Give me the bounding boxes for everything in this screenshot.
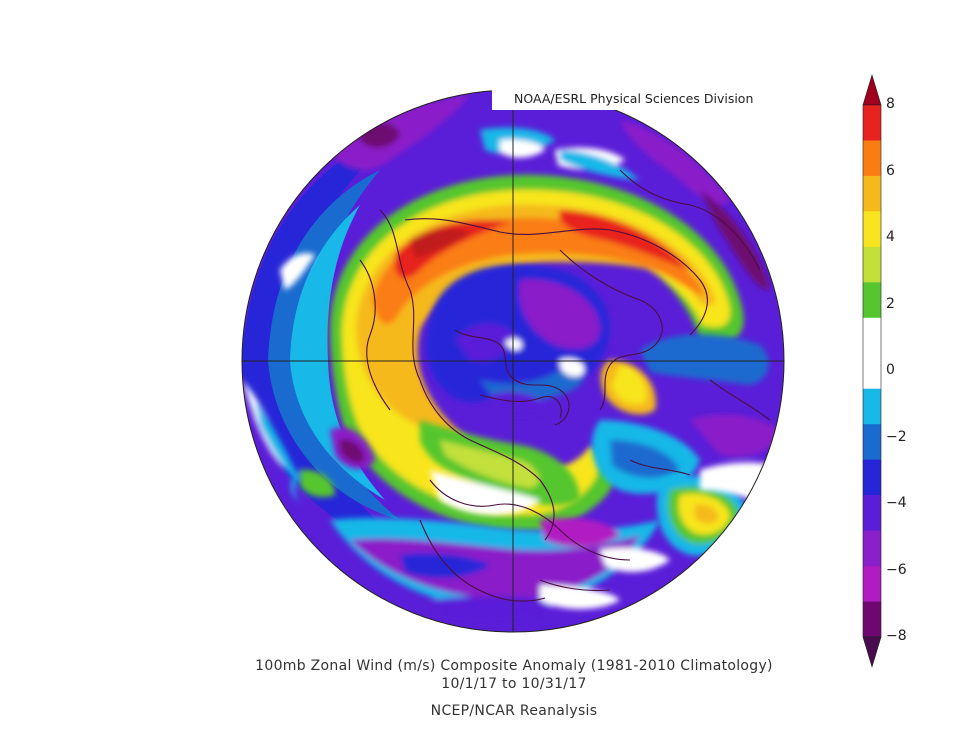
colorbar-segment	[863, 175, 881, 212]
credit-label: NOAA/ESRL Physical Sciences Division	[492, 88, 788, 110]
figure-dates: 10/1/17 to 10/31/17	[441, 676, 587, 692]
colorbar-segment	[863, 353, 881, 390]
colorbar-segment	[863, 459, 881, 496]
colorbar-segment	[863, 530, 881, 567]
colorbar-tick-label: −4	[886, 495, 907, 511]
colorbar-tick-label: 0	[886, 362, 895, 378]
colorbar-segment	[863, 601, 881, 638]
colorbar-segment	[863, 566, 881, 603]
figure-title: 100mb Zonal Wind (m/s) Composite Anomaly…	[255, 658, 773, 674]
colorbar-segment	[863, 495, 881, 532]
colorbar-segment	[863, 317, 881, 354]
colorbar-segment	[863, 211, 881, 248]
anomaly-field	[242, 90, 784, 632]
colorbar-tick-label: −6	[886, 561, 907, 578]
colorbar-segment	[863, 424, 881, 461]
colorbar-frame	[862, 104, 882, 638]
figure-source: NCEP/NCAR Reanalysis	[430, 703, 598, 719]
colorbar	[862, 73, 882, 669]
colorbar-tick-label: 4	[886, 229, 895, 245]
colorbar-segment	[863, 105, 881, 141]
colorbar-segment	[863, 140, 881, 177]
colorbar-segment	[863, 246, 881, 283]
colorbar-segment	[863, 388, 881, 425]
colorbar-segment	[863, 282, 881, 319]
colorbar-tick-label: 2	[886, 295, 895, 312]
colorbar-tick-label: −2	[886, 428, 907, 445]
coastlines	[359, 169, 771, 602]
colorbar-tick-label: −8	[886, 628, 907, 644]
colorbar-tick-label: 8	[886, 96, 895, 112]
colorbar-tick-label: 6	[886, 162, 895, 179]
